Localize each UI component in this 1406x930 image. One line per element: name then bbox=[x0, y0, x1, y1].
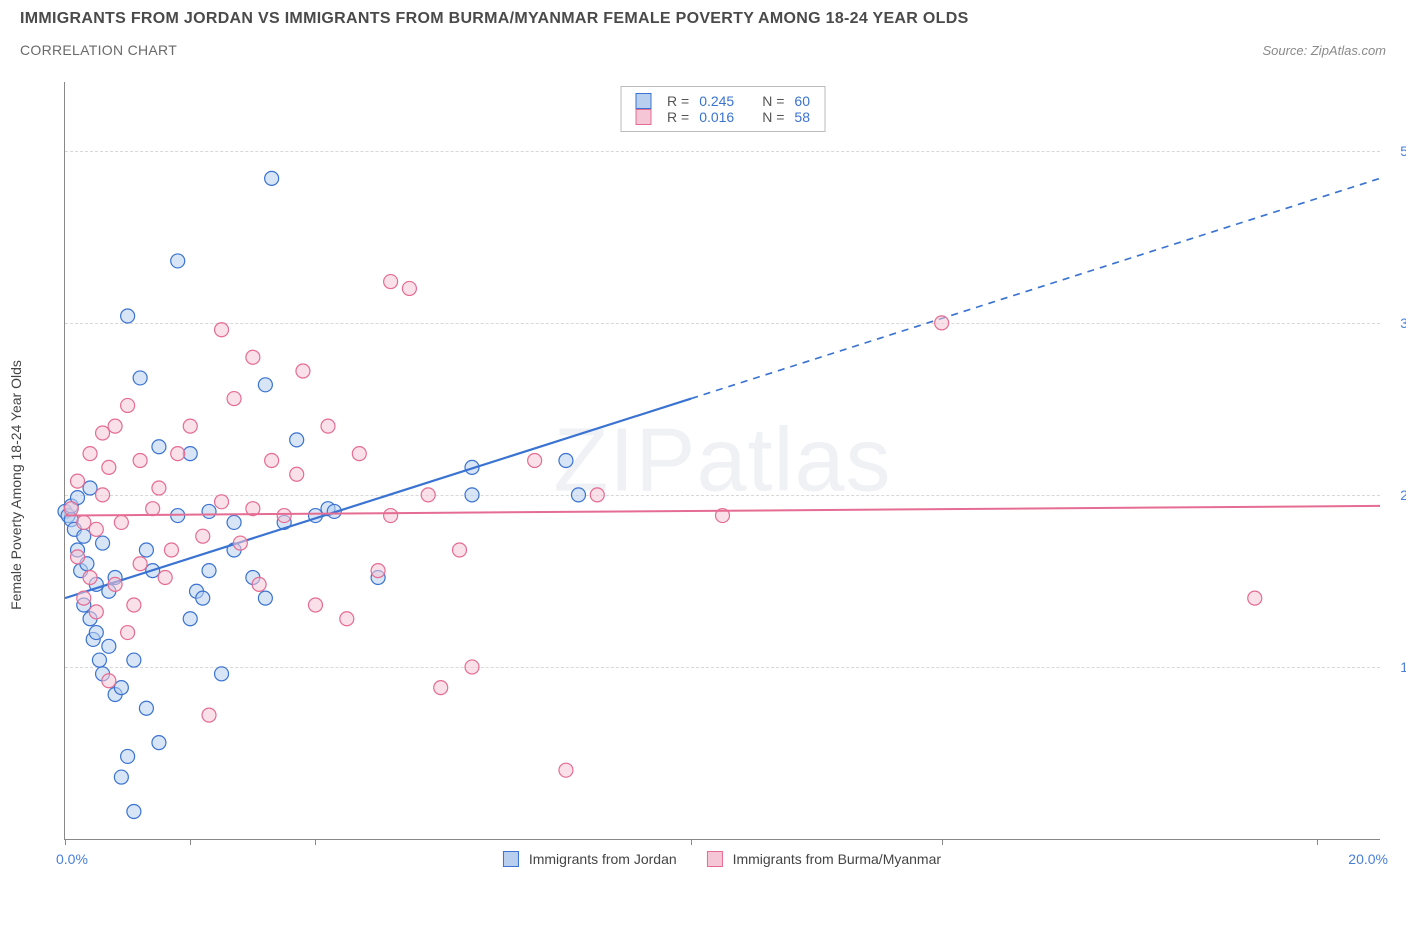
r-label: R = bbox=[667, 93, 689, 109]
series-legend: Immigrants from Jordan Immigrants from B… bbox=[503, 851, 941, 867]
swatch-jordan-icon bbox=[503, 851, 519, 867]
legend-item-jordan: Immigrants from Jordan bbox=[503, 851, 677, 867]
n-value: 60 bbox=[794, 93, 810, 109]
y-tick-label: 12.5% bbox=[1400, 659, 1406, 675]
y-tick-label: 25.0% bbox=[1400, 487, 1406, 503]
page-title: IMMIGRANTS FROM JORDAN VS IMMIGRANTS FRO… bbox=[20, 10, 1386, 28]
header: IMMIGRANTS FROM JORDAN VS IMMIGRANTS FRO… bbox=[0, 0, 1406, 58]
legend-item-burma: Immigrants from Burma/Myanmar bbox=[707, 851, 941, 867]
r-value: 0.245 bbox=[699, 93, 734, 109]
swatch-jordan-icon bbox=[635, 93, 651, 109]
x-tick-right: 20.0% bbox=[1348, 851, 1388, 867]
legend-label: Immigrants from Jordan bbox=[529, 851, 677, 867]
x-tick-left: 0.0% bbox=[56, 851, 88, 867]
subtitle-row: CORRELATION CHART Source: ZipAtlas.com bbox=[20, 42, 1386, 58]
swatch-burma-icon bbox=[635, 109, 651, 125]
plot-area: ZIPatlas R = 0.245 N = 60 R = 0.016 N = … bbox=[64, 82, 1380, 840]
scatter-svg bbox=[65, 82, 1380, 839]
y-tick-label: 50.0% bbox=[1400, 143, 1406, 159]
chart-subtitle: CORRELATION CHART bbox=[20, 42, 177, 58]
stats-legend: R = 0.245 N = 60 R = 0.016 N = 58 bbox=[620, 86, 825, 132]
r-value: 0.016 bbox=[699, 109, 734, 125]
y-axis-label: Female Poverty Among 18-24 Year Olds bbox=[8, 360, 24, 610]
source-label: Source: ZipAtlas.com bbox=[1262, 43, 1386, 58]
chart-container: Female Poverty Among 18-24 Year Olds ZIP… bbox=[46, 82, 1386, 872]
n-label: N = bbox=[762, 109, 784, 125]
stats-row-jordan: R = 0.245 N = 60 bbox=[635, 93, 810, 109]
swatch-burma-icon bbox=[707, 851, 723, 867]
x-axis-row: 0.0% Immigrants from Jordan Immigrants f… bbox=[64, 844, 1380, 874]
r-label: R = bbox=[667, 109, 689, 125]
y-tick-label: 37.5% bbox=[1400, 315, 1406, 331]
n-label: N = bbox=[762, 93, 784, 109]
stats-row-burma: R = 0.016 N = 58 bbox=[635, 109, 810, 125]
legend-label: Immigrants from Burma/Myanmar bbox=[733, 851, 941, 867]
n-value: 58 bbox=[794, 109, 810, 125]
